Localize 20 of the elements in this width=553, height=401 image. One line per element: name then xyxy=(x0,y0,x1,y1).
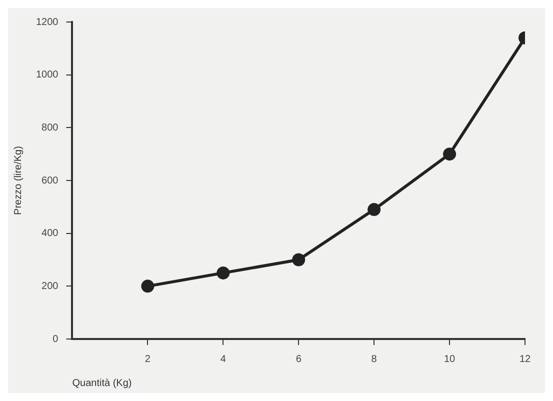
x-tick-label: 12 xyxy=(519,354,531,365)
y-tick-label: 1000 xyxy=(36,70,59,81)
point xyxy=(216,266,230,280)
y-tick-label: 200 xyxy=(42,280,59,292)
y-tick-label: 800 xyxy=(42,122,59,134)
point xyxy=(443,148,456,161)
x-axis-title: Quantità (Kg) xyxy=(72,378,132,389)
x-tick-label: 10 xyxy=(444,354,456,365)
y-tick-label: 600 xyxy=(42,175,59,186)
x-tick-label: 4 xyxy=(220,354,226,365)
x-tick-label: 8 xyxy=(371,354,378,365)
x-tick-label: 6 xyxy=(296,354,302,365)
y-tick-label: 0 xyxy=(52,334,59,345)
y-axis-title: Prezzo (lire/Kg) xyxy=(12,146,24,215)
point xyxy=(141,280,154,293)
point xyxy=(292,253,306,266)
point xyxy=(368,203,381,216)
y-tick-label: 1200 xyxy=(36,16,59,28)
y-tick-label: 400 xyxy=(42,228,59,240)
x-tick-label: 2 xyxy=(144,354,151,365)
